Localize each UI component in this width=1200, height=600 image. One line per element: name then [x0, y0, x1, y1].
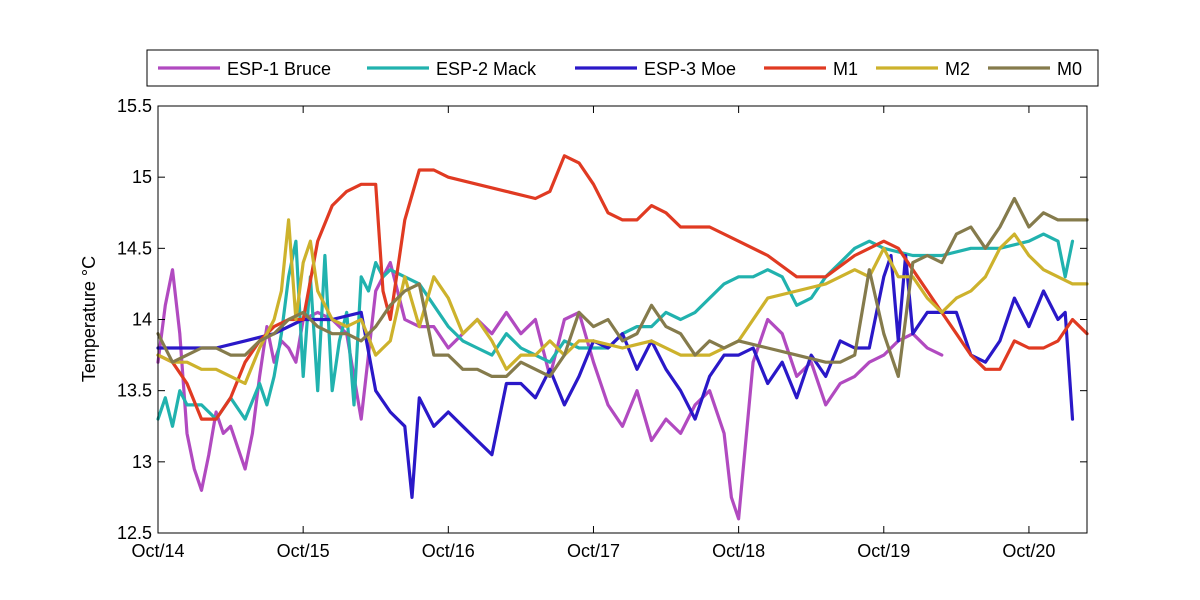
series-line-5	[156, 218, 1089, 386]
x-tick-label: Oct/17	[567, 541, 620, 561]
y-tick-label: 12.5	[117, 523, 152, 543]
x-tick-label: Oct/15	[277, 541, 330, 561]
y-tick-label: 14	[132, 310, 152, 330]
x-tick-label: Oct/16	[422, 541, 475, 561]
legend-label-2: ESP-2 Mack	[436, 59, 537, 79]
legend-label-4: M1	[833, 59, 858, 79]
y-tick-label: 15	[132, 167, 152, 187]
x-tick-label: Oct/14	[131, 541, 184, 561]
legend-items: ESP-1 Bruce ESP-2 Mack ESP-3 Moe M1 M2 M0	[158, 59, 1082, 79]
y-tick-label: 13.5	[117, 381, 152, 401]
axis-layer: 12.5 13 13.5 14 14.5 15 15.5 Oct/14 Oct/15 Oct/16…	[117, 96, 1087, 561]
x-tick-label: Oct/19	[857, 541, 910, 561]
legend-label-6: M0	[1057, 59, 1082, 79]
y-tick-label: 14.5	[117, 238, 152, 258]
series-layer	[156, 154, 1089, 521]
legend-label-5: M2	[945, 59, 970, 79]
x-tick-label: Oct/20	[1002, 541, 1055, 561]
legend: ESP-1 Bruce ESP-2 Mack ESP-3 Moe M1 M2 M0	[146, 49, 1099, 87]
y-tick-label: 15.5	[117, 96, 152, 116]
legend-label-1: ESP-1 Bruce	[227, 59, 331, 79]
y-axis-title: Temperature °C	[79, 256, 99, 382]
x-tick-label: Oct/18	[712, 541, 765, 561]
series-line-1	[156, 261, 944, 521]
series-line-2	[156, 232, 1075, 428]
y-tick-label: 13	[132, 452, 152, 472]
legend-label-3: ESP-3 Moe	[644, 59, 736, 79]
series-line-6	[156, 196, 1089, 378]
